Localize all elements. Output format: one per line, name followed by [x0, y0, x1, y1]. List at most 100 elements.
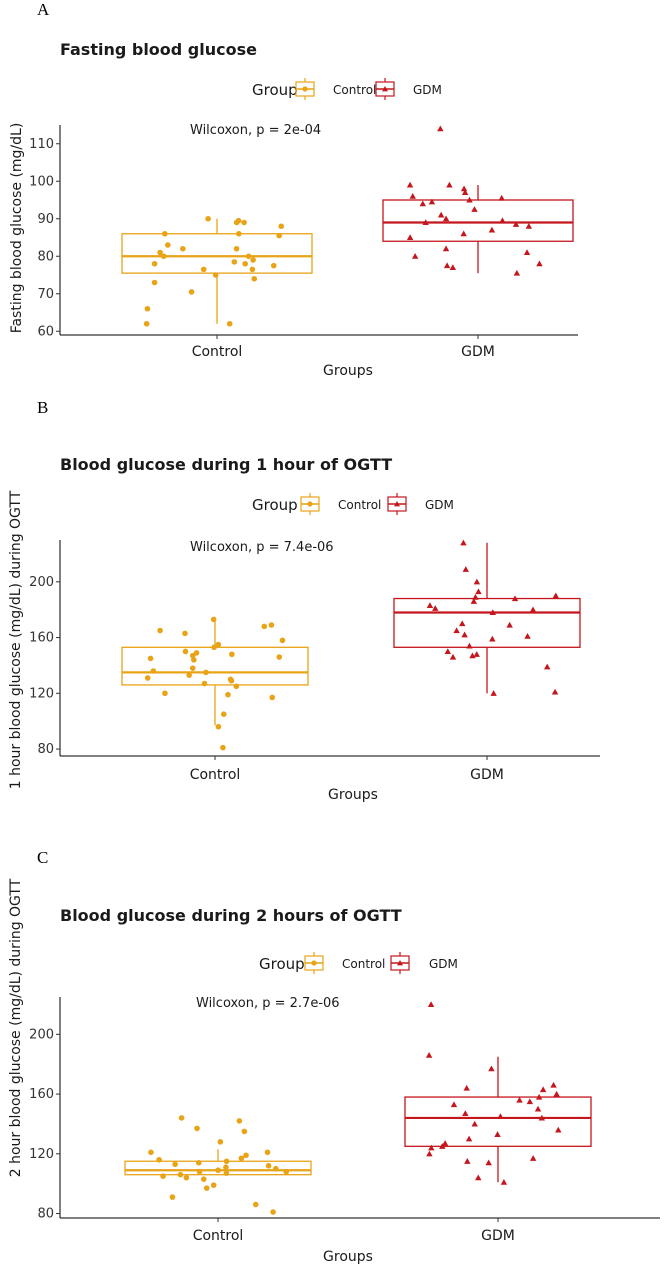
legend-key-marker [307, 501, 313, 507]
x-tick-control: Control [190, 767, 241, 783]
data-point-control [169, 1194, 176, 1200]
data-point-control [223, 1164, 229, 1171]
data-point-gdm [538, 1114, 546, 1121]
y-tick-label: 80 [37, 742, 54, 757]
data-point-gdm [489, 609, 497, 616]
data-point-control [162, 690, 168, 697]
data-point-control [182, 648, 189, 655]
x-axis-title: Groups [323, 363, 373, 379]
data-point-gdm [453, 627, 460, 634]
legend: Group Control GDM [252, 493, 454, 515]
data-point-gdm [459, 620, 466, 627]
legend-key-control [300, 493, 320, 515]
data-point-control [245, 253, 252, 260]
data-point-control [160, 1173, 166, 1179]
y-tick-label: 120 [29, 686, 54, 701]
data-point-gdm [551, 688, 559, 695]
data-point-control [212, 272, 219, 278]
data-point-control [211, 644, 217, 651]
data-point-gdm [463, 1084, 470, 1091]
data-point-gdm [475, 588, 482, 595]
legend-title: Group [259, 955, 305, 973]
panel-a: A Fasting blood glucose Group Control GD… [9, 0, 578, 379]
data-point-control [243, 1152, 249, 1159]
data-point-gdm [473, 578, 481, 585]
chart-title: Blood glucose during 1 hour of OGTT [60, 455, 392, 474]
stat-label: Wilcoxon, p = 2.7e-06 [196, 996, 340, 1011]
data-point-control [200, 266, 207, 273]
data-point-gdm [471, 1120, 478, 1127]
data-point-control [270, 1209, 276, 1215]
legend-key-marker [311, 960, 317, 966]
data-point-control [265, 1162, 272, 1169]
panel-c: C Blood glucose during 2 hours of OGTT G… [8, 848, 660, 1265]
y-axis-title: 1 hour blood glucose (mg/dL) during OGTT [8, 490, 24, 789]
x-tick-gdm: GDM [470, 767, 504, 783]
data-point-gdm [432, 605, 439, 611]
data-point-gdm [499, 217, 506, 224]
data-point-control [215, 723, 222, 730]
data-point-gdm [443, 262, 451, 269]
x-tick-gdm: GDM [481, 1228, 515, 1244]
box-control [124, 1160, 312, 1176]
y-tick-label: 200 [29, 575, 54, 590]
legend-key-marker [397, 960, 403, 966]
legend-key-marker [302, 86, 308, 92]
data-point-gdm [422, 219, 429, 226]
data-point-control [210, 616, 217, 623]
data-point-control [178, 1115, 185, 1121]
data-point-control [241, 1128, 248, 1135]
data-point-gdm [428, 1144, 435, 1151]
data-point-gdm [465, 1135, 473, 1142]
chart-title: Fasting blood glucose [60, 40, 257, 59]
stat-label: Wilcoxon, p = 2e-04 [190, 123, 321, 138]
data-point-gdm [536, 260, 543, 267]
y-tick-label: 160 [29, 631, 54, 646]
data-point-control [196, 1168, 203, 1175]
y-tick-label: 110 [29, 137, 54, 152]
legend-label-gdm: GDM [429, 957, 458, 971]
data-point-control [220, 744, 226, 751]
data-point-control [273, 1165, 279, 1172]
data-point-control [225, 691, 231, 698]
data-point-control [148, 1149, 154, 1156]
data-point-control [242, 260, 248, 267]
data-point-control [235, 217, 242, 224]
legend-label-control: Control [342, 957, 385, 971]
box-gdm [382, 199, 574, 242]
data-point-control [251, 275, 258, 282]
data-point-gdm [550, 1081, 557, 1088]
data-point-gdm [529, 606, 537, 613]
data-point-control [194, 1125, 200, 1132]
data-point-gdm [411, 253, 419, 259]
data-point-gdm [534, 1105, 542, 1112]
data-point-gdm [461, 189, 469, 196]
data-point-control [238, 1155, 245, 1162]
data-point-control [210, 1182, 217, 1188]
box-gdm [393, 597, 581, 648]
data-point-control [151, 260, 158, 267]
data-point-control [236, 230, 242, 237]
data-point-control [205, 215, 211, 222]
y-tick-label: 60 [37, 324, 54, 339]
data-point-gdm [450, 1101, 458, 1108]
data-point-gdm [523, 249, 531, 256]
data-point-control [250, 257, 256, 263]
data-point-control [270, 262, 277, 269]
data-point-gdm [490, 690, 497, 696]
data-point-control [203, 1185, 210, 1191]
data-point-gdm [466, 642, 473, 649]
legend-key-gdm [390, 952, 410, 974]
data-point-control [191, 657, 197, 663]
data-point-gdm [471, 206, 478, 212]
data-point-gdm [446, 181, 453, 188]
data-point-gdm [506, 621, 513, 628]
data-point-control [283, 1168, 290, 1175]
x-tick-control: Control [192, 344, 243, 360]
data-point-control [215, 641, 222, 648]
data-point-control [165, 242, 171, 248]
data-point-control [269, 694, 276, 701]
box-gdm [404, 1096, 592, 1147]
stat-label: Wilcoxon, p = 7.4e-06 [190, 540, 334, 555]
